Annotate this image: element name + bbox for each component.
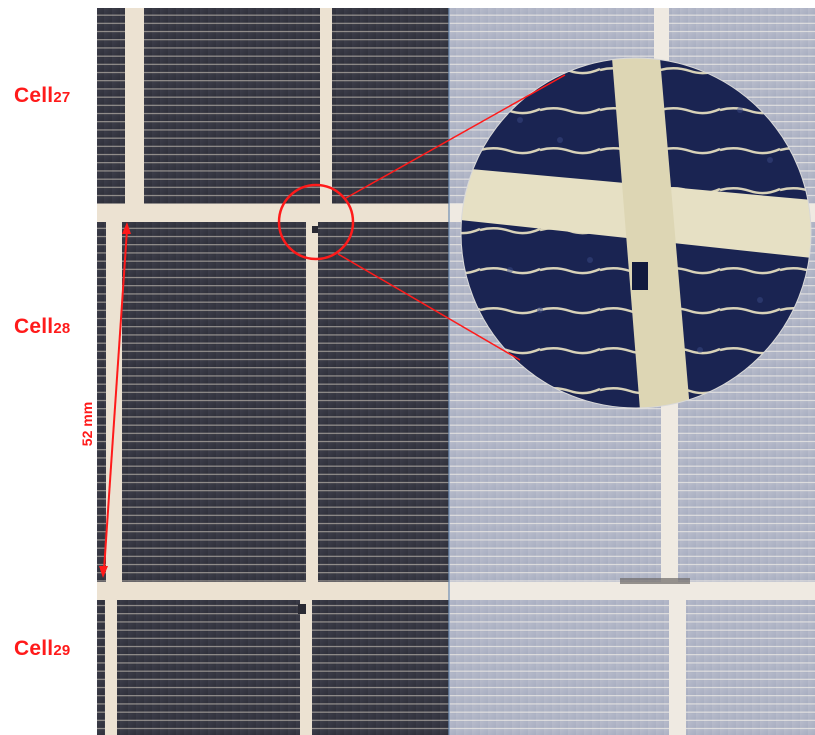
- zoom-inset-border: [460, 57, 812, 409]
- cell-dark: [97, 222, 106, 582]
- highlight-circle: [277, 183, 355, 261]
- label-cell27-prefix: Cell: [14, 84, 54, 107]
- label-cell28: Cell28: [14, 315, 70, 339]
- cell-dark: [97, 600, 105, 735]
- cell-dark: [318, 222, 449, 582]
- zoom-connector-bottom: [337, 253, 521, 361]
- label-cell27: Cell27: [14, 84, 70, 108]
- cell-dark: [312, 600, 449, 735]
- defect-mark: [620, 578, 690, 584]
- cell-light: [686, 600, 815, 735]
- dimension-label: 52 mm: [79, 401, 95, 447]
- label-cell27-number: 27: [53, 89, 71, 106]
- zoom-connector-top: [345, 74, 566, 199]
- label-cell29-number: 29: [53, 642, 71, 659]
- cell-light: [449, 600, 669, 735]
- label-cell28-prefix: Cell: [14, 315, 54, 338]
- cell-dark: [117, 600, 300, 735]
- zoom-inset: [461, 58, 811, 408]
- cell-dark: [122, 222, 306, 582]
- defect-spot: [312, 226, 318, 233]
- label-cell29: Cell29: [14, 637, 70, 661]
- cell-dark: [332, 8, 449, 204]
- dimension-arrow: [99, 222, 131, 578]
- defect-spot: [298, 604, 306, 614]
- cell-dark: [144, 8, 320, 204]
- label-cell28-number: 28: [53, 320, 71, 337]
- cell-dark: [97, 8, 125, 204]
- label-cell29-prefix: Cell: [14, 637, 54, 660]
